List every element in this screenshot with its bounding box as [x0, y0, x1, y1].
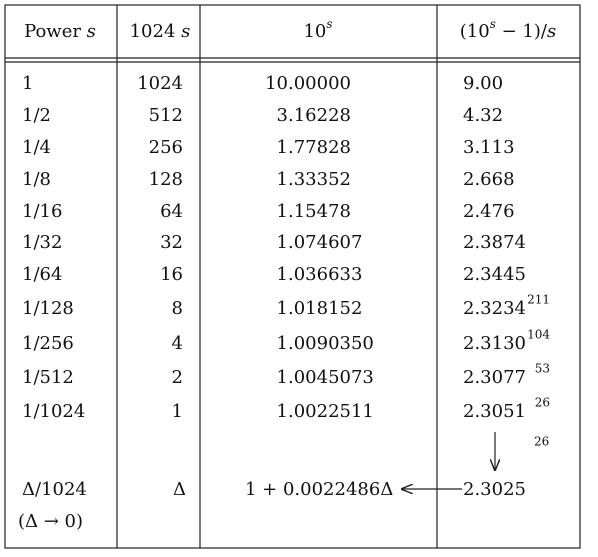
cell: 10.00000: [265, 73, 351, 94]
cell: 9.00: [463, 73, 503, 94]
cell: 1/32: [22, 232, 62, 253]
cell: 1/1024: [22, 401, 85, 422]
difference: 26: [535, 396, 550, 410]
header-cell: Power s: [24, 21, 96, 42]
difference: 26: [534, 435, 549, 449]
cell: 1/512: [22, 367, 74, 388]
cell: 128: [149, 169, 183, 190]
cell: 64: [160, 201, 183, 222]
cell: 1.15478: [277, 201, 351, 222]
cell: 1/8: [22, 169, 51, 190]
difference: 211: [527, 293, 550, 307]
cell: 512: [149, 105, 183, 126]
cell: 1 + 0.0022486Δ: [245, 479, 393, 500]
cell: 3.113: [463, 137, 515, 158]
cell: 2.3051: [463, 401, 526, 422]
cell: Δ/1024: [22, 479, 87, 500]
cell: 2.476: [463, 201, 515, 222]
cell: 1.77828: [277, 137, 351, 158]
cell: 1.036633: [277, 264, 363, 285]
cell: 1.074607: [277, 232, 363, 253]
cell: 3.16228: [277, 105, 351, 126]
cell: 1/4: [22, 137, 51, 158]
difference: 53: [535, 362, 550, 376]
cell: 1.33352: [277, 169, 351, 190]
cell: 1.0022511: [277, 401, 374, 422]
cell: 16: [160, 264, 183, 285]
cell: 1.0090350: [277, 333, 374, 354]
cell: 8: [172, 298, 183, 319]
cell: 1024: [137, 73, 183, 94]
table-border: [4, 4, 581, 549]
cell: 2.3025: [463, 479, 526, 500]
cell: 2.3077: [463, 367, 526, 388]
header-cell: (10s − 1)/s: [460, 17, 556, 43]
cell: 1.0045073: [277, 367, 374, 388]
header-cell: 10s: [303, 17, 332, 43]
cell: 2.3130: [463, 333, 526, 354]
cell: 2.3234: [463, 298, 526, 319]
header-cell: 1024 s: [130, 21, 191, 42]
cell: 1/128: [22, 298, 74, 319]
cell: 32: [160, 232, 183, 253]
cell: (Δ → 0): [18, 511, 83, 532]
cell: 2.668: [463, 169, 515, 190]
cell: 2.3445: [463, 264, 526, 285]
cell: 2.3874: [463, 232, 526, 253]
cell: 1/2: [22, 105, 51, 126]
cell: 1: [172, 401, 183, 422]
cell: 256: [149, 137, 183, 158]
cell: 1: [22, 73, 33, 94]
cell: 4.32: [463, 105, 503, 126]
cell: 1/256: [22, 333, 74, 354]
cell: 1/64: [22, 264, 62, 285]
difference: 104: [527, 328, 550, 342]
cell: 4: [172, 333, 183, 354]
cell: 1.018152: [277, 298, 363, 319]
cell: 1/16: [22, 201, 62, 222]
cell: 2: [172, 367, 183, 388]
cell: Δ: [173, 479, 186, 500]
